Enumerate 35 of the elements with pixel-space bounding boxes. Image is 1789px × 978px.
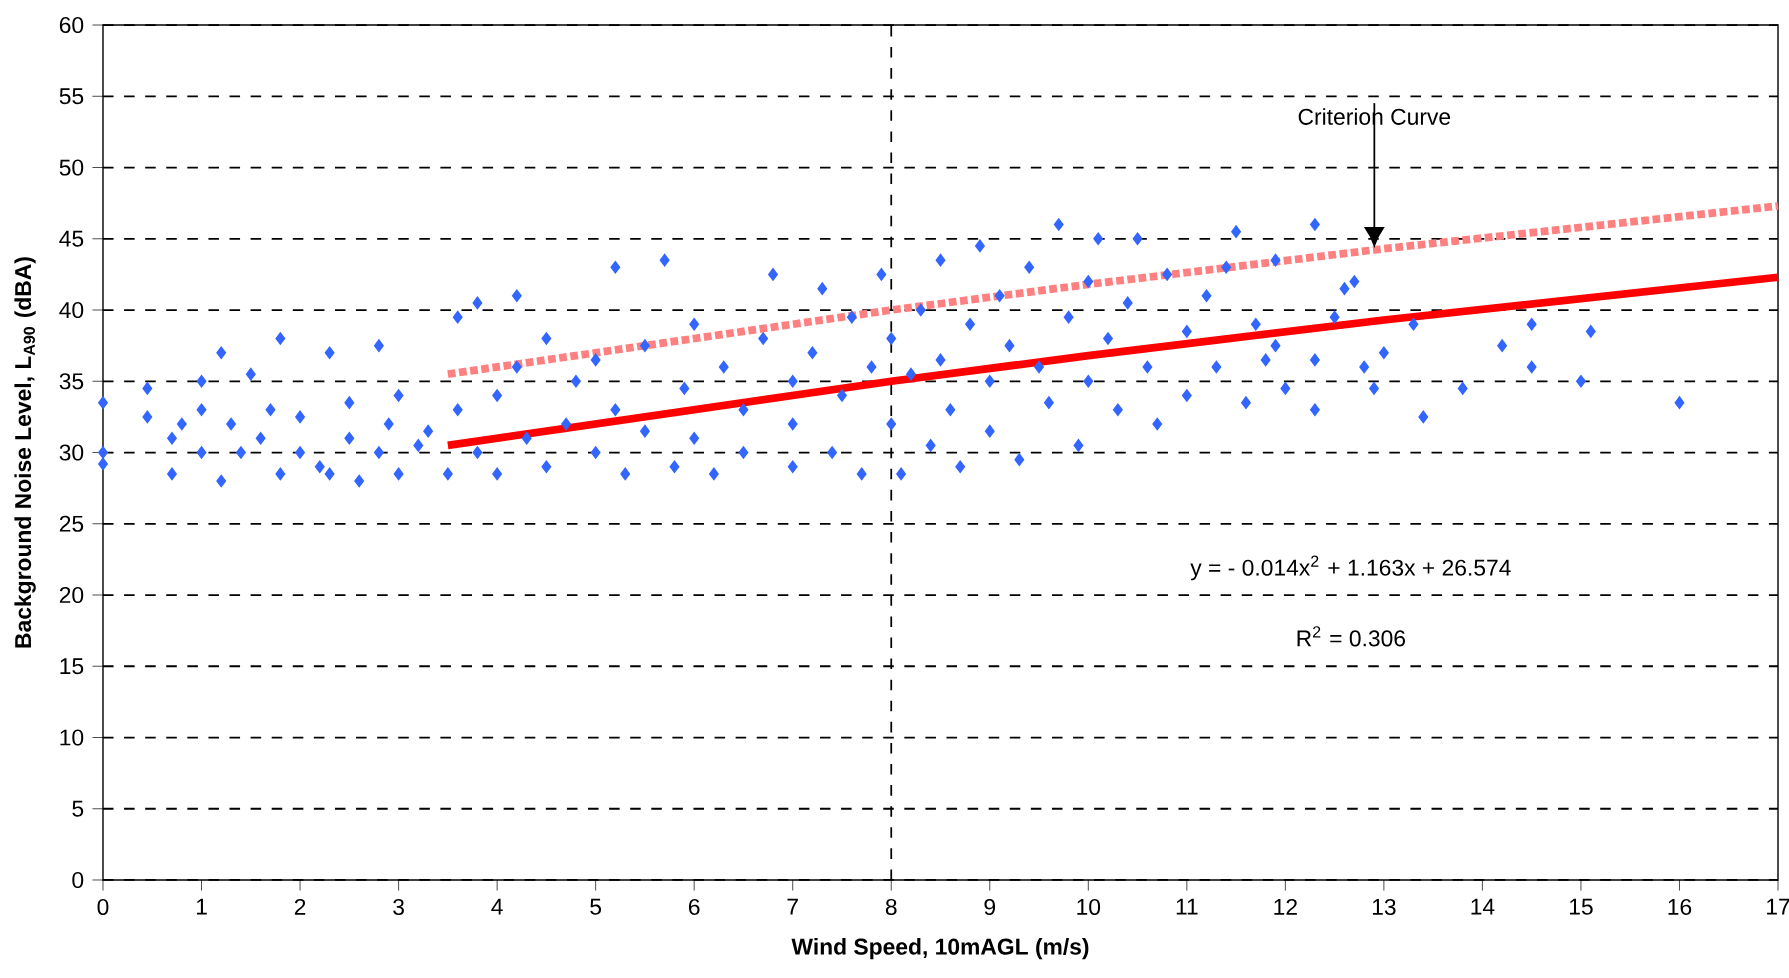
y-tick-label: 5 (72, 800, 84, 817)
x-tick-label: 1 (196, 898, 207, 915)
y-tick-label: 15 (60, 658, 84, 675)
x-tick-label: 13 (1372, 898, 1396, 916)
y-tick-label: 55 (59, 88, 84, 105)
x-tick-label: 11 (1176, 898, 1198, 915)
y-tick-label: 40 (59, 301, 84, 319)
y-tick-label: 35 (59, 373, 84, 390)
y-tick-label: 50 (59, 159, 84, 176)
annotation: R$^{2}$ = 0.306 (1297, 626, 1405, 647)
x-tick-label: 17 (1767, 898, 1789, 915)
x-tick-label: 4 (491, 898, 503, 915)
x-tick-label: 10 (1077, 898, 1101, 916)
y-tick-label: 0 (72, 871, 84, 889)
x-tick-label: 8 (885, 898, 897, 916)
y-tick-label: 45 (59, 230, 84, 247)
y-axis-title: Background Noise Level, L$_{A90}$ (dBA) (14, 257, 36, 648)
x-tick-label: 15 (1570, 898, 1593, 915)
x-tick-label: 9 (984, 898, 996, 916)
y-tick-label: 20 (59, 586, 84, 604)
x-axis-title: Wind Speed, 10mAGL (m/s) (791, 938, 1089, 960)
x-tick-label: 6 (688, 898, 700, 916)
x-tick-label: 3 (393, 898, 404, 916)
x-tick-label: 14 (1471, 898, 1495, 915)
x-tick-label: 2 (294, 898, 306, 915)
x-tick-label: 0 (97, 898, 109, 916)
annotation: y = - 0.014x$^{2}$ + 1.163x + 26.574 (1190, 555, 1511, 581)
y-tick-label: 10 (60, 729, 84, 746)
x-tick-label: 5 (590, 898, 602, 915)
y-tick-label: 25 (59, 515, 84, 532)
y-tick-label: 60 (59, 16, 84, 34)
x-tick-label: 12 (1274, 898, 1297, 915)
y-tick-label: 30 (59, 444, 84, 461)
x-tick-label: 16 (1668, 898, 1692, 916)
x-tick-label: 7 (787, 898, 798, 915)
